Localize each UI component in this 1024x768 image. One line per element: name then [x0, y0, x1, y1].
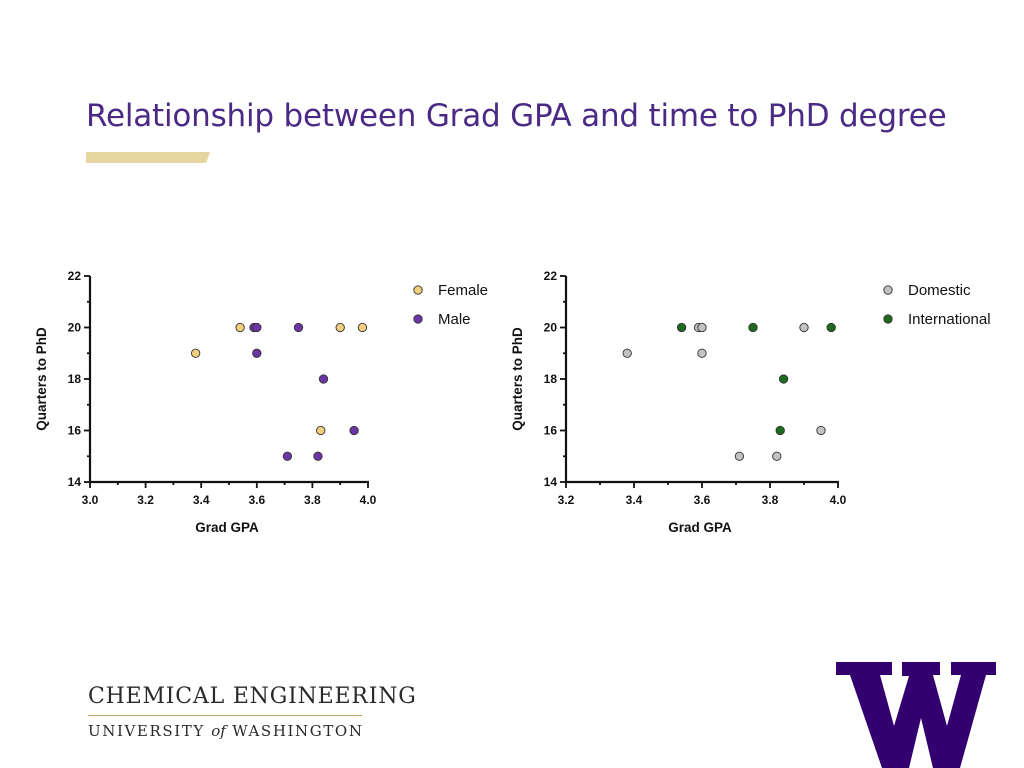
chart-0-legend-marker-female — [413, 285, 423, 295]
chart-0-point-male — [293, 322, 304, 333]
chart-0-point-male — [349, 425, 359, 436]
chart-1-legend-marker-international — [883, 314, 893, 324]
chart-gender: 14 16 18 20 22 3.0 3.2 3.4 3.6 3.8 4.0 Grad GPA Quar… — [34, 269, 488, 535]
chart-1-x-tick-label: 3.2 — [558, 493, 575, 507]
chart-0-x-tick-label: 3.0 — [82, 493, 99, 507]
chart-0-point-male — [249, 322, 259, 333]
chart-0-x-tick-label: 3.6 — [248, 493, 265, 507]
chart-0-y-axis-title: Quarters to PhD — [34, 327, 49, 431]
chart-0-y-tick-label: 20 — [68, 321, 82, 335]
slide-title: Relationship between Grad GPA and time t… — [86, 98, 947, 134]
chart-1-y-tick-label: 20 — [544, 321, 558, 335]
chart-1-point-domestic — [697, 322, 707, 333]
chart-1-legend-label-international: International — [908, 311, 991, 328]
chart-1-point-domestic — [693, 322, 704, 333]
chart-0-point-female — [190, 348, 201, 358]
chart-1-y-tick-label: 22 — [544, 269, 558, 283]
chart-1-legend-marker-domestic — [883, 285, 893, 295]
chart-0-x-tick-label: 3.4 — [193, 493, 210, 507]
chart-1-point-domestic — [622, 348, 632, 358]
chart-1-point-domestic — [734, 451, 745, 461]
chart-0-x-tick-label: 3.2 — [137, 493, 154, 507]
chart-0-legend-label-male: Male — [438, 311, 471, 328]
chart-0-legend-label-female: Female — [438, 282, 488, 299]
chart-1-x-tick-label: 3.6 — [694, 493, 711, 507]
chart-1-point-domestic — [697, 348, 707, 358]
chart-0-legend-marker-male — [413, 314, 423, 324]
footer-department: CHEMICAL ENGINEERING — [88, 684, 417, 709]
chart-1-point-domestic — [772, 451, 782, 461]
chart-0-point-female — [357, 322, 368, 333]
chart-0-x-tick-label: 3.8 — [304, 493, 321, 507]
chart-1-x-tick-label: 4.0 — [830, 493, 847, 507]
chart-0-y-tick-label: 22 — [68, 269, 82, 283]
chart-0-y-tick-label: 18 — [68, 372, 82, 386]
chart-0-point-female — [316, 425, 326, 436]
chart-0-x-tick-label: 4.0 — [360, 493, 377, 507]
chart-1-point-international — [676, 322, 687, 333]
chart-1-x-tick-label: 3.8 — [762, 493, 779, 507]
footer-univ-suffix: WASHINGTON — [232, 722, 364, 740]
chart-1-y-tick-label: 14 — [544, 475, 558, 489]
chart-0-point-female — [335, 322, 345, 333]
chart-0-point-female — [235, 322, 245, 333]
footer-university: UNIVERSITY of WASHINGTON — [88, 722, 364, 740]
chart-0-point-male — [282, 451, 293, 461]
chart-1-point-domestic — [816, 425, 826, 436]
uw-w-logo — [836, 662, 996, 768]
chart-0-point-male — [318, 374, 329, 384]
chart-1-point-international — [748, 322, 758, 333]
footer-univ-prefix: UNIVERSITY — [88, 722, 205, 740]
chart-0-y-tick-label: 14 — [68, 475, 82, 489]
chart-1-y-axis-title: Quarters to PhD — [510, 327, 525, 431]
footer-univ-of: of — [211, 722, 226, 740]
chart-1-point-domestic — [799, 322, 809, 333]
chart-1-y-tick-label: 18 — [544, 372, 558, 386]
chart-residency: 14 16 18 20 22 3.2 3.4 3.6 3.8 4.0 Grad GPA Quarter… — [510, 269, 991, 535]
chart-1-legend-label-domestic: Domestic — [908, 282, 971, 299]
chart-1-point-international — [826, 322, 836, 333]
chart-1-x-axis-title: Grad GPA — [668, 520, 732, 535]
chart-0-point-male — [313, 451, 323, 461]
chart-1-x-tick-label: 3.4 — [626, 493, 643, 507]
chart-0-x-axis-title: Grad GPA — [195, 520, 259, 535]
footer-divider — [88, 715, 362, 716]
chart-1-point-international — [775, 425, 785, 436]
chart-0-point-male — [252, 348, 262, 358]
title-accent-bar — [86, 152, 210, 163]
chart-1-y-tick-label: 16 — [544, 424, 558, 438]
chart-1-point-international — [778, 374, 789, 384]
chart-0-y-tick-label: 16 — [68, 424, 82, 438]
chart-0-point-male — [252, 322, 262, 333]
